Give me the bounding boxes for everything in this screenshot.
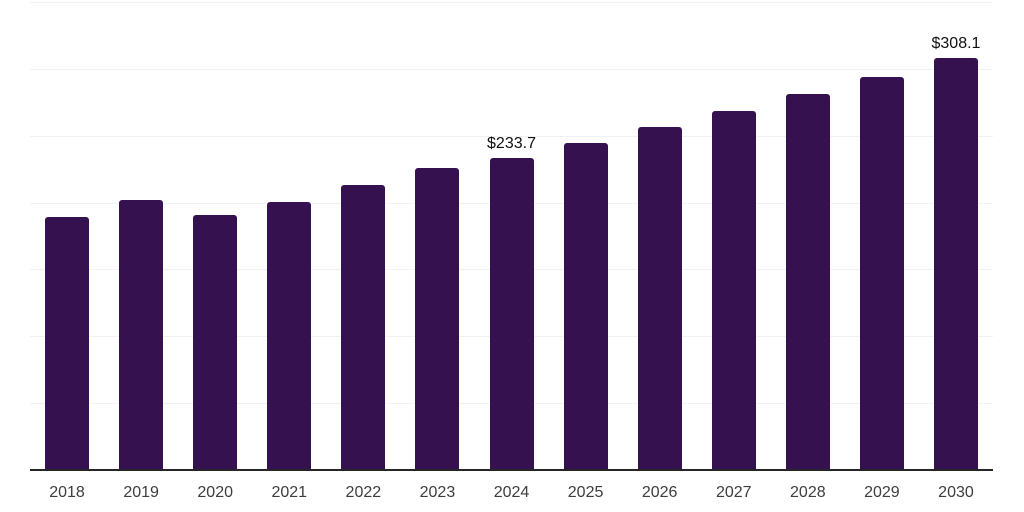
x-axis-line: [30, 469, 993, 471]
x-tick-label-2029: 2029: [864, 484, 900, 501]
bar-slot-2023: [400, 2, 474, 470]
bar-slot-2022: [326, 2, 400, 470]
x-tick-label-2027: 2027: [715, 484, 752, 501]
gridline-250: [30, 135, 993, 137]
bar-slot-2028: [771, 2, 845, 470]
bar-2020: [193, 215, 238, 470]
x-tick-label-2025: 2025: [567, 484, 604, 501]
bar-slot-2021: [252, 2, 326, 470]
bar-2018: [45, 217, 90, 470]
bar-2025: [563, 142, 608, 470]
x-axis-labels: 2018 2019 2020 2021 2022 2023 2024 2025 2026 2027…: [30, 484, 993, 502]
bar-value-label-2024: $233.7: [487, 134, 536, 152]
gridline-300: [30, 68, 993, 70]
gridline-350: [30, 2, 993, 3]
bar-2021: [267, 202, 312, 470]
x-tick-label-2019: 2019: [123, 484, 159, 501]
bar-value-label-2030: $308.1: [931, 35, 981, 53]
bar-slot-2024: $233.7: [474, 2, 548, 470]
bar-slot-2020: [178, 2, 252, 470]
x-tick-label-2021: 2021: [271, 484, 308, 501]
bar-2028: [785, 94, 830, 470]
bar-2027: [711, 111, 756, 470]
bar-2024: [489, 157, 534, 470]
x-tick-label-2024: 2024: [493, 484, 530, 501]
plot-area: $233.7 $308.1: [30, 2, 993, 470]
x-tick-label-2026: 2026: [641, 484, 678, 501]
x-tick-label-2022: 2022: [345, 484, 382, 501]
x-tick-label-2018: 2018: [49, 484, 85, 501]
bar-2022: [341, 184, 386, 470]
bar-slot-2027: [697, 2, 771, 470]
bar-slot-2026: [623, 2, 697, 470]
bar-2030: [933, 58, 978, 470]
x-tick-label-2030: 2030: [938, 484, 974, 501]
x-tick-label-2020: 2020: [197, 484, 233, 501]
bar-2029: [859, 76, 904, 470]
bar-slot-2019: [104, 2, 178, 470]
bar-2026: [637, 127, 682, 470]
bar-slot-2029: [845, 2, 919, 470]
bars-container: $233.7 $308.1: [30, 2, 993, 470]
bar-2019: [119, 200, 164, 470]
bar-slot-2025: [549, 2, 623, 470]
bar-slot-2018: [30, 2, 104, 470]
bar-slot-2030: $308.1: [919, 2, 993, 470]
x-tick-label-2028: 2028: [790, 484, 826, 501]
bar-2023: [415, 167, 460, 470]
x-tick-label-2023: 2023: [419, 484, 456, 501]
